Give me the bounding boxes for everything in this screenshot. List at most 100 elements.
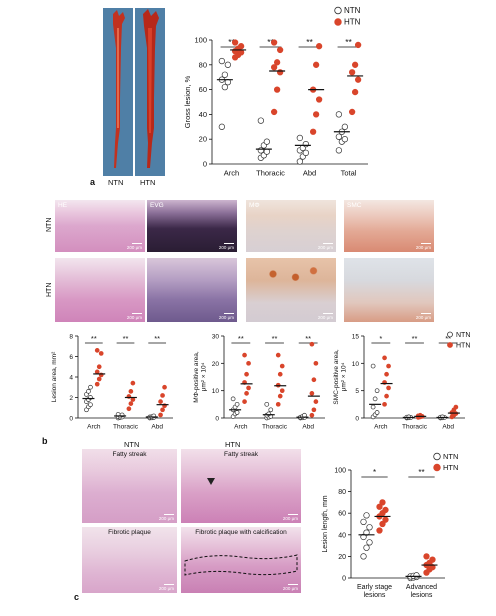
data-point-htn	[379, 520, 386, 528]
data-point-htn	[429, 564, 436, 571]
data-point-ntn	[335, 147, 343, 154]
data-point-htn	[270, 64, 278, 71]
aorta-photo-htn	[135, 8, 165, 176]
y-tick-label: 0	[215, 416, 219, 423]
x-tick-label: Thoracic	[113, 424, 139, 431]
data-point-ntn	[257, 117, 265, 124]
scale-bar: 200 μm	[415, 245, 431, 250]
data-point-ntn	[302, 141, 310, 148]
arrowhead-icon	[207, 478, 215, 485]
significance-label: **	[306, 37, 313, 47]
data-point-ntn	[264, 401, 270, 407]
data-point-ntn	[360, 518, 367, 525]
y-axis-label: Lesion length, mm	[322, 495, 329, 552]
x-tick-label: Abd	[303, 169, 316, 178]
y-tick-label: 80	[199, 60, 207, 69]
data-point-htn	[311, 407, 317, 413]
x-tick-label: Thoracic	[402, 424, 428, 431]
legend-label: HTN	[344, 18, 361, 27]
calcification-outline	[184, 554, 298, 576]
x-tick-label: Arch	[224, 169, 239, 178]
data-point-htn	[94, 369, 100, 375]
data-point-ntn	[360, 533, 367, 541]
data-point-htn	[382, 401, 387, 407]
micrograph-ntn-macrophage: MΦ 200 μm	[246, 200, 336, 252]
micrograph-ntn-fibrotic-plaque: Fibrotic plaque 200 μm	[82, 527, 177, 593]
micrograph-htn-evg: 200 μm	[147, 258, 237, 322]
x-tick-label: Total	[341, 169, 357, 178]
data-point-htn	[313, 360, 319, 366]
data-point-htn	[279, 388, 285, 394]
data-point-htn	[309, 128, 317, 135]
micrograph-caption: HE	[58, 202, 68, 209]
data-point-htn	[382, 516, 389, 523]
photo-label-htn: HTN	[140, 178, 156, 187]
legend-label: NTN	[456, 332, 470, 339]
data-point-htn	[270, 39, 278, 46]
significance-label: *	[373, 468, 376, 477]
data-point-htn	[279, 363, 285, 369]
image-title: Fibrotic plaque with calcification	[195, 529, 287, 536]
micrograph-htn-he: 200 μm	[55, 258, 145, 322]
y-tick-label: 0	[203, 160, 207, 169]
data-point-htn	[384, 371, 389, 377]
scale-bar: 200 μm	[415, 315, 431, 320]
x-tick-label: lesions	[364, 592, 386, 599]
row-label-htn: HTN	[46, 282, 53, 297]
data-point-htn	[244, 391, 249, 396]
data-point-ntn	[413, 572, 420, 579]
data-point-htn	[312, 61, 320, 68]
row-label-ntn: NTN	[46, 217, 53, 232]
scale-bar: 200 μm	[317, 245, 333, 250]
data-point-ntn	[302, 149, 310, 156]
data-point-htn	[242, 352, 247, 358]
data-point-ntn	[335, 111, 343, 118]
scale-bar: 200 μm	[158, 516, 174, 521]
data-point-htn	[273, 59, 281, 66]
panel-letter-b: b	[42, 436, 48, 446]
scale-bar: 200 μm	[218, 315, 234, 320]
data-point-ntn	[370, 404, 376, 410]
data-point-htn	[348, 69, 356, 76]
data-point-htn	[315, 43, 323, 50]
legend-marker-htn	[334, 18, 342, 26]
image-title: Fatty streak	[224, 451, 258, 458]
micrograph-ntn-smc: SMC 200 μm	[344, 200, 434, 252]
legend-marker-ntn	[433, 452, 441, 461]
data-point-ntn	[221, 71, 229, 78]
data-point-ntn	[366, 539, 373, 546]
significance-label: **	[272, 334, 278, 343]
image-title: Fatty streak	[112, 451, 147, 458]
data-point-htn	[354, 41, 362, 49]
data-point-htn	[237, 43, 245, 50]
y-tick-label: 0	[342, 576, 346, 583]
data-point-htn	[309, 391, 315, 396]
data-point-htn	[160, 393, 165, 398]
scale-bar: 200 μm	[317, 315, 333, 320]
aorta-shape-ntn	[113, 10, 125, 168]
micrograph-htn-smc: 200 μm	[344, 258, 434, 322]
data-point-ntn	[86, 388, 91, 394]
x-tick-label: lesions	[411, 592, 433, 599]
x-tick-label: Early stage	[357, 584, 392, 591]
data-point-htn	[351, 61, 359, 68]
data-point-ntn	[374, 388, 380, 394]
y-tick-label: 60	[199, 85, 207, 94]
significance-label: **	[123, 334, 129, 343]
significance-label: **	[445, 334, 451, 343]
data-point-ntn	[366, 524, 373, 531]
micrograph-ntn-evg: EVG 200 μm	[147, 200, 237, 252]
micrograph-htn-fatty-streak: Fatty streak 200 μm	[181, 449, 301, 523]
column-label-ntn: NTN	[124, 440, 140, 449]
legend-label: HTN	[456, 343, 470, 350]
y-tick-label: 60	[338, 511, 346, 518]
data-point-htn	[275, 352, 281, 358]
micrograph-htn-macrophage: 200 μm	[246, 258, 336, 322]
x-tick-label: Advanced	[406, 584, 437, 591]
data-point-ntn	[218, 57, 226, 65]
y-tick-label: 40	[199, 110, 207, 119]
data-point-htn	[242, 399, 247, 404]
significance-label: **	[228, 37, 235, 47]
data-point-htn	[309, 412, 315, 418]
y-axis-label: μm² × 10⁴	[341, 362, 348, 391]
